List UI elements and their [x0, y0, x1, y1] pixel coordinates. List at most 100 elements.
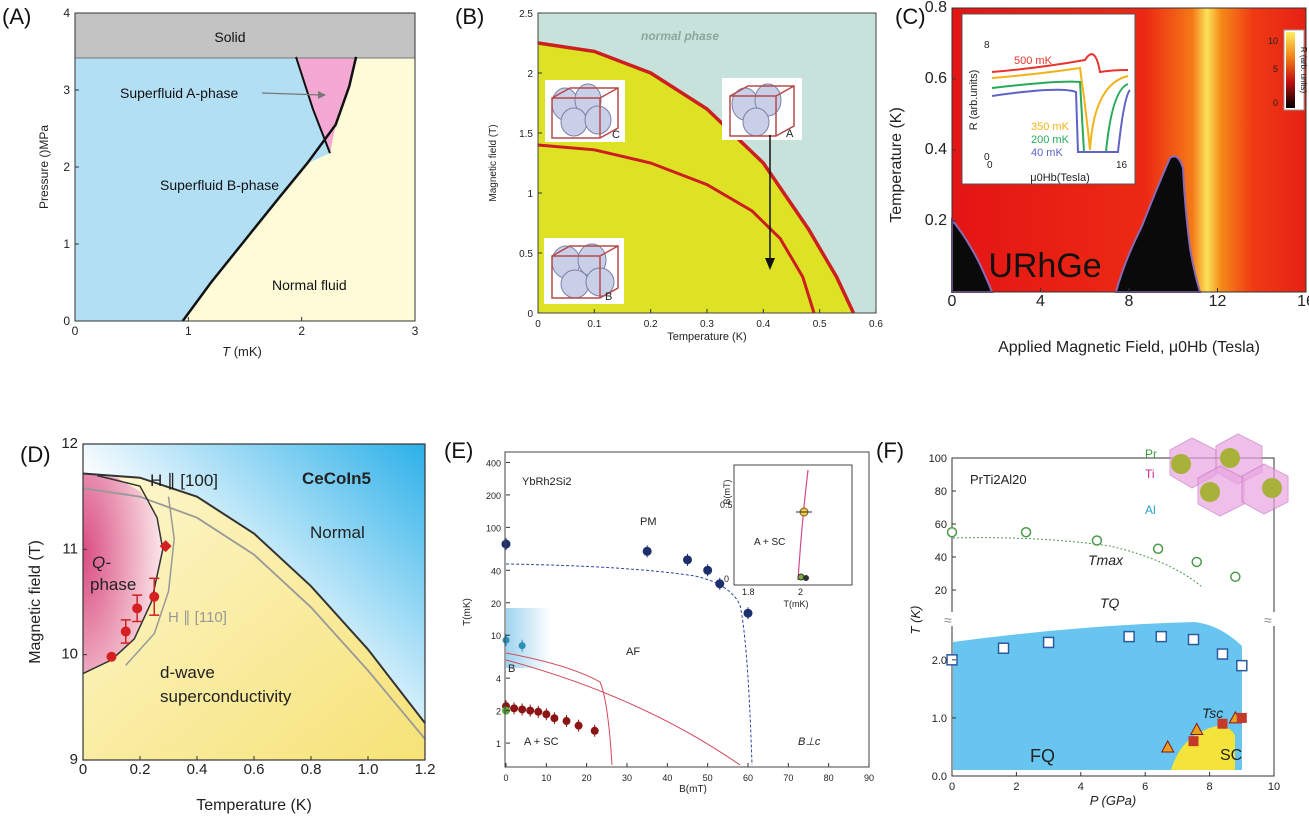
- panel-e-asc-label: A + SC: [524, 736, 559, 748]
- c-ytick-2: 0.6: [925, 70, 947, 87]
- f-u-ytick-4: 100: [929, 453, 947, 465]
- panel-c-sc-region-left: [951, 217, 994, 293]
- e-xtick-9: 90: [864, 773, 874, 783]
- inset-legend-500: 500 mK: [1014, 55, 1053, 67]
- b-xtick-1: 0.1: [587, 319, 601, 330]
- panel-d-h110-line: [82, 487, 426, 740]
- panel-a-superfluid-b-region: [75, 56, 330, 322]
- panel-d-hc2-line: [82, 472, 426, 724]
- b-ytick-5: 2.5: [519, 9, 533, 20]
- b-xtick-2: 0.2: [644, 319, 658, 330]
- f-l-ytick-2: 2.0: [932, 655, 947, 667]
- f-u-ytick-0: 20: [935, 585, 947, 597]
- e-point-1-9: [590, 726, 599, 735]
- cbar-tick-5: 5: [1273, 64, 1278, 74]
- panel-d-h110-label: H ∥ [110]: [168, 609, 227, 626]
- inset-xlabel: μ0Hb(Tesla): [1030, 172, 1090, 184]
- panel-e-xticks: 0 10 20 30 40 50 60 70 80 90: [503, 763, 874, 783]
- panel-d-q-region: [83, 473, 163, 674]
- e-ytick-8: 400: [486, 458, 501, 468]
- d-point-1: [120, 626, 131, 637]
- e-xtick-6: 60: [743, 773, 753, 783]
- e-xtick-3: 30: [622, 773, 632, 783]
- f-tsc-point-5: [1236, 712, 1247, 723]
- f-l-ytick-0: 0.0: [932, 771, 947, 783]
- e-ytick-1: 2: [496, 707, 501, 717]
- inset-ytick-8: 8: [984, 40, 990, 51]
- panel-a-xticks: 0 1 2 3: [72, 317, 419, 338]
- b-xtick-6: 0.6: [869, 319, 883, 330]
- f-l-ytick-1: 1.0: [932, 713, 947, 725]
- panel-d-q-label-1: Q-: [92, 553, 111, 572]
- panel-d-title: CeCoIn5: [302, 469, 371, 488]
- panel-e-chart: YbRh2Si2 PM AF B A + SC B⊥c A + SC 1.8 2…: [462, 451, 874, 795]
- cbar-tick-0: 0: [1273, 98, 1278, 108]
- panel-a-b-phase-label: Superfluid B-phase: [160, 177, 279, 193]
- f-tq-point-2: [1042, 636, 1055, 649]
- panel-b-phase-box-a: A: [722, 78, 802, 140]
- d-ytick-2: 11: [62, 540, 78, 557]
- panel-e-inset: A + SC 1.8 2 0 0.5 T(mK) B(mT): [720, 464, 853, 609]
- crystal-pr-label: Pr: [1145, 447, 1157, 461]
- f-tmax-point-5: [1230, 571, 1241, 583]
- panel-f-tq-label: TQ: [1100, 595, 1120, 611]
- e-ytick-6: 100: [486, 523, 501, 533]
- a-ytick-2: 2: [63, 160, 70, 174]
- panel-e-sc-line: [505, 652, 613, 766]
- b-xtick-5: 0.5: [813, 319, 827, 330]
- e-inset-xlabel: T(mK): [784, 599, 809, 609]
- f-xtick-5: 10: [1268, 781, 1280, 793]
- e-point-0-1: [642, 546, 652, 556]
- panel-c-ylabel: Temperature (K): [888, 107, 905, 223]
- e-ytick-3: 10: [491, 631, 501, 641]
- panel-e-bperp-label: B⊥c: [798, 736, 821, 748]
- e-point-1-6: [550, 714, 559, 723]
- a-xtick-1: 1: [185, 324, 192, 338]
- panel-e-xlabel: B(mT): [679, 784, 707, 795]
- e-point-0-4: [715, 579, 725, 589]
- d-xtick-6: 1.2: [415, 761, 436, 778]
- panel-a-xlabel: T (mK): [222, 344, 262, 359]
- panel-e-pm-label: PM: [640, 516, 657, 528]
- panel-f-sc-label: SC: [1220, 747, 1242, 764]
- panel-f-xticks: 0 2 4 6 8 10: [949, 772, 1280, 793]
- b-ytick-0: 0: [527, 309, 533, 320]
- e-ytick-0: 1: [496, 739, 501, 749]
- crystal-ti-label: Ti: [1145, 467, 1155, 481]
- f-u-ytick-1: 40: [935, 552, 947, 564]
- panel-e-title: YbRh2Si2: [522, 476, 572, 488]
- f-xtick-4: 8: [1207, 781, 1213, 793]
- panel-f-tmax-label: Tmax: [1088, 552, 1124, 568]
- panel-d-label: (D): [20, 442, 51, 467]
- e-inset-ytick-0: 0: [724, 574, 729, 584]
- inset-curve-200mk: [991, 80, 1129, 153]
- d-xtick-4: 0.8: [301, 761, 322, 778]
- panel-f-fq-region: [953, 622, 1242, 770]
- c-xtick-3: 12: [1209, 293, 1227, 310]
- inset-curve-500mk: [991, 53, 1129, 74]
- panel-e-af-label: AF: [626, 646, 640, 658]
- panel-f-tmax-line: [952, 537, 1203, 588]
- panel-f-crystal-icon: Pr Ti Al: [1145, 433, 1289, 517]
- panel-a-ab-line: [295, 56, 331, 154]
- b-ytick-3: 1.5: [519, 129, 533, 140]
- e-point-0-3: [703, 565, 713, 575]
- inset-legend-40: 40 mK: [1031, 147, 1063, 159]
- e-point-1-7: [562, 717, 571, 726]
- e-point-2-0: [502, 636, 510, 644]
- e-point-1-5: [542, 710, 551, 719]
- e-xtick-0: 0: [503, 773, 508, 783]
- panel-f-tsc-label: Tsc: [1202, 705, 1223, 721]
- panel-d-normal-label: Normal: [310, 523, 365, 542]
- panel-b-yticks: 0 0.5 1 1.5 2 2.5: [519, 9, 542, 320]
- f-tsc-point-3: [1217, 718, 1228, 729]
- d-point-0: [106, 651, 117, 662]
- panel-f-title: PrTi2Al20: [970, 472, 1027, 487]
- e-xtick-5: 50: [703, 773, 713, 783]
- b-ytick-4: 2: [527, 69, 533, 80]
- c-ytick-3: 0.8: [925, 0, 947, 16]
- c-xtick-4: 16: [1297, 293, 1309, 310]
- d-point-4: [159, 540, 172, 553]
- d-xtick-5: 1.0: [358, 761, 379, 778]
- panel-d-d-label-2: superconductivity: [160, 687, 292, 706]
